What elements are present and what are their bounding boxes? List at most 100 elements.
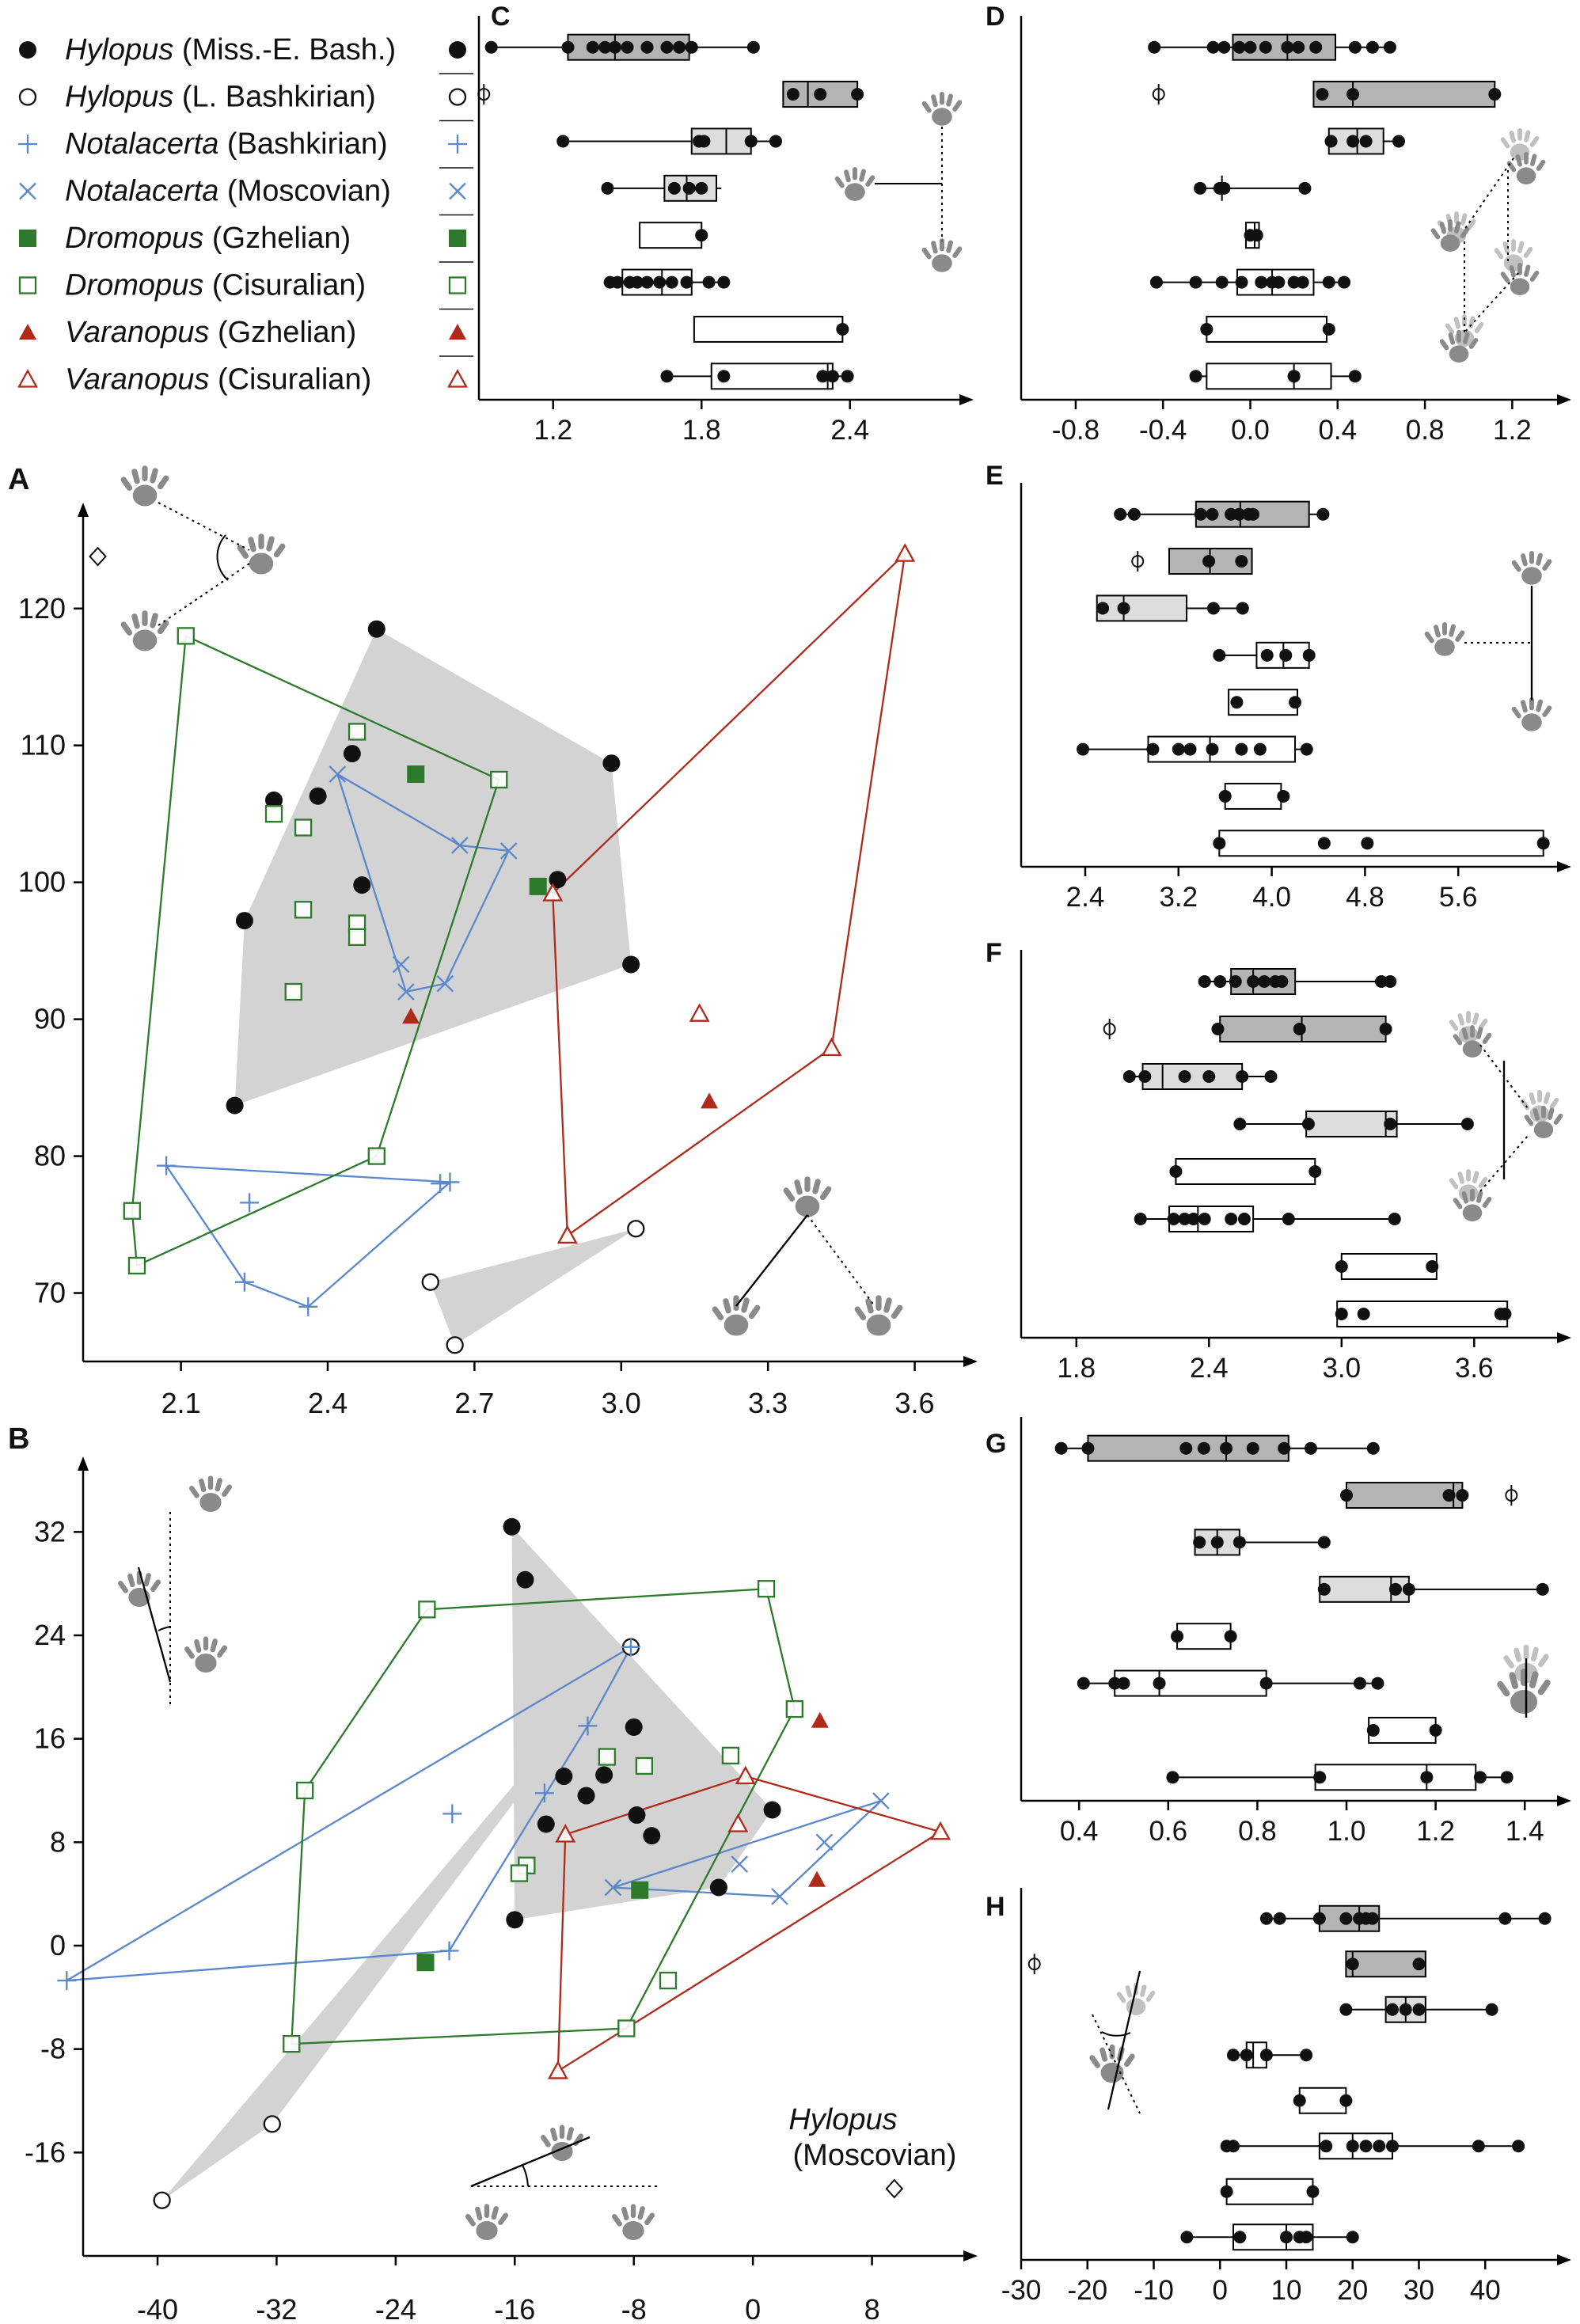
data-point [1259, 40, 1272, 54]
data-point [836, 322, 849, 336]
x-tick-label: 1.8 [1057, 1353, 1096, 1384]
data-point [1246, 1441, 1259, 1455]
box [1147, 735, 1297, 763]
x-tick-label: 30 [1403, 2275, 1434, 2306]
hand-finger [1100, 2047, 1108, 2062]
open-triangle-marker [930, 1821, 951, 1840]
hand-finger [1470, 1188, 1475, 1202]
hand-finger [1457, 1171, 1464, 1184]
data-point [611, 275, 624, 289]
axis-arrowhead [959, 394, 974, 405]
y-tick-label: -8 [40, 2033, 66, 2065]
hand-palm [724, 1314, 749, 1336]
data-point [1500, 1771, 1514, 1784]
data-point [1287, 275, 1301, 289]
data-point [1189, 275, 1202, 289]
data-point [695, 181, 708, 195]
x-tick-label: 40 [1470, 2275, 1501, 2306]
hand-finger [1445, 323, 1455, 335]
hand-finger [1116, 1992, 1126, 2003]
panel-C: C 1.2 1.8 2.4 [477, 2, 974, 446]
data-point [1317, 1582, 1331, 1596]
axis-arrowhead [78, 503, 89, 517]
hand-finger [237, 545, 249, 559]
panel-D: D -0.8 -0.4 0.0 0.4 0.8 1.2 [986, 2, 1571, 446]
plus-marker [448, 135, 467, 154]
box [1175, 1158, 1316, 1185]
legend-detail: (Bashkirian) [218, 127, 387, 161]
open-circle-marker [448, 88, 467, 106]
box-row [1335, 1253, 1439, 1280]
box-row [1220, 2132, 1525, 2160]
hand-finger [559, 2125, 565, 2139]
data-point [1138, 1070, 1152, 1083]
data-point [1386, 2003, 1399, 2016]
hand-finger [1548, 1107, 1555, 1120]
axis-arrowhead [963, 2250, 978, 2261]
legend-genus: Dromopus [65, 222, 203, 255]
y-tick-label: 80 [34, 1140, 66, 1172]
data-point [1392, 135, 1405, 148]
data-point [1258, 975, 1271, 988]
axis-arrowhead [1557, 861, 1571, 872]
plus-marker [234, 1272, 254, 1292]
data-point [1217, 181, 1231, 195]
x-tick-label: -10 [1134, 2275, 1174, 2306]
x-tick-label: 0.6 [1149, 1816, 1187, 1847]
box [1141, 1063, 1244, 1090]
hand-finger [498, 2212, 508, 2226]
data-point [1235, 742, 1248, 756]
legend-genus: Varanopus [65, 316, 209, 349]
hand-palm [932, 254, 952, 272]
legend-genus: Notalacerta [65, 175, 218, 208]
open-triangle-marker [447, 369, 468, 388]
box-row [1122, 1063, 1278, 1090]
box [1312, 81, 1496, 108]
plus-marker [442, 1804, 462, 1824]
hand-finger [1517, 241, 1525, 253]
data-point [1300, 2231, 1313, 2244]
box [639, 222, 703, 249]
data-point [1335, 1260, 1348, 1273]
open-square-marker [177, 627, 195, 645]
hand-finger [1449, 1178, 1459, 1190]
legend-genus: Notalacerta [65, 127, 218, 161]
open-triangle-marker [689, 1003, 710, 1022]
data-point [1247, 975, 1260, 988]
hand-finger [1449, 1020, 1459, 1031]
data-point [1259, 2049, 1273, 2062]
filled-circle-marker [709, 1878, 727, 1897]
data-point [1322, 275, 1335, 289]
open-square-marker [294, 818, 313, 837]
hull-area [511, 1526, 773, 1920]
hand-finger [127, 1573, 135, 1588]
data-point [1300, 742, 1313, 756]
box [1345, 1950, 1426, 1978]
data-point [1324, 135, 1338, 148]
hand-palm [1434, 638, 1455, 656]
hand-icon [783, 1176, 832, 1217]
hand-finger [748, 1304, 761, 1320]
distance-line-dotted [807, 1214, 875, 1307]
data-point [1227, 2049, 1240, 2062]
box-row [1077, 735, 1313, 763]
hand-finger [621, 2206, 629, 2221]
data-point [1485, 2003, 1498, 2016]
x-tick-label: 0.8 [1406, 415, 1445, 446]
hand-finger [712, 1306, 724, 1320]
hand-finger [1089, 2055, 1100, 2068]
data-point [1498, 1308, 1512, 1320]
open-square-marker [448, 276, 467, 294]
x-tick-label: 1.2 [1416, 1816, 1455, 1847]
x-tick-label: 3.6 [1455, 1353, 1494, 1384]
data-point [1178, 1213, 1191, 1225]
cross-marker [499, 842, 518, 860]
hand-palm [932, 108, 952, 126]
data-point [1366, 1723, 1380, 1737]
box-row [693, 315, 849, 343]
data-point [1202, 1070, 1216, 1083]
box-row [1027, 1950, 1426, 1978]
hand-finger [1521, 700, 1528, 713]
data-point [1320, 2140, 1333, 2153]
filled-circle-marker [449, 41, 466, 59]
